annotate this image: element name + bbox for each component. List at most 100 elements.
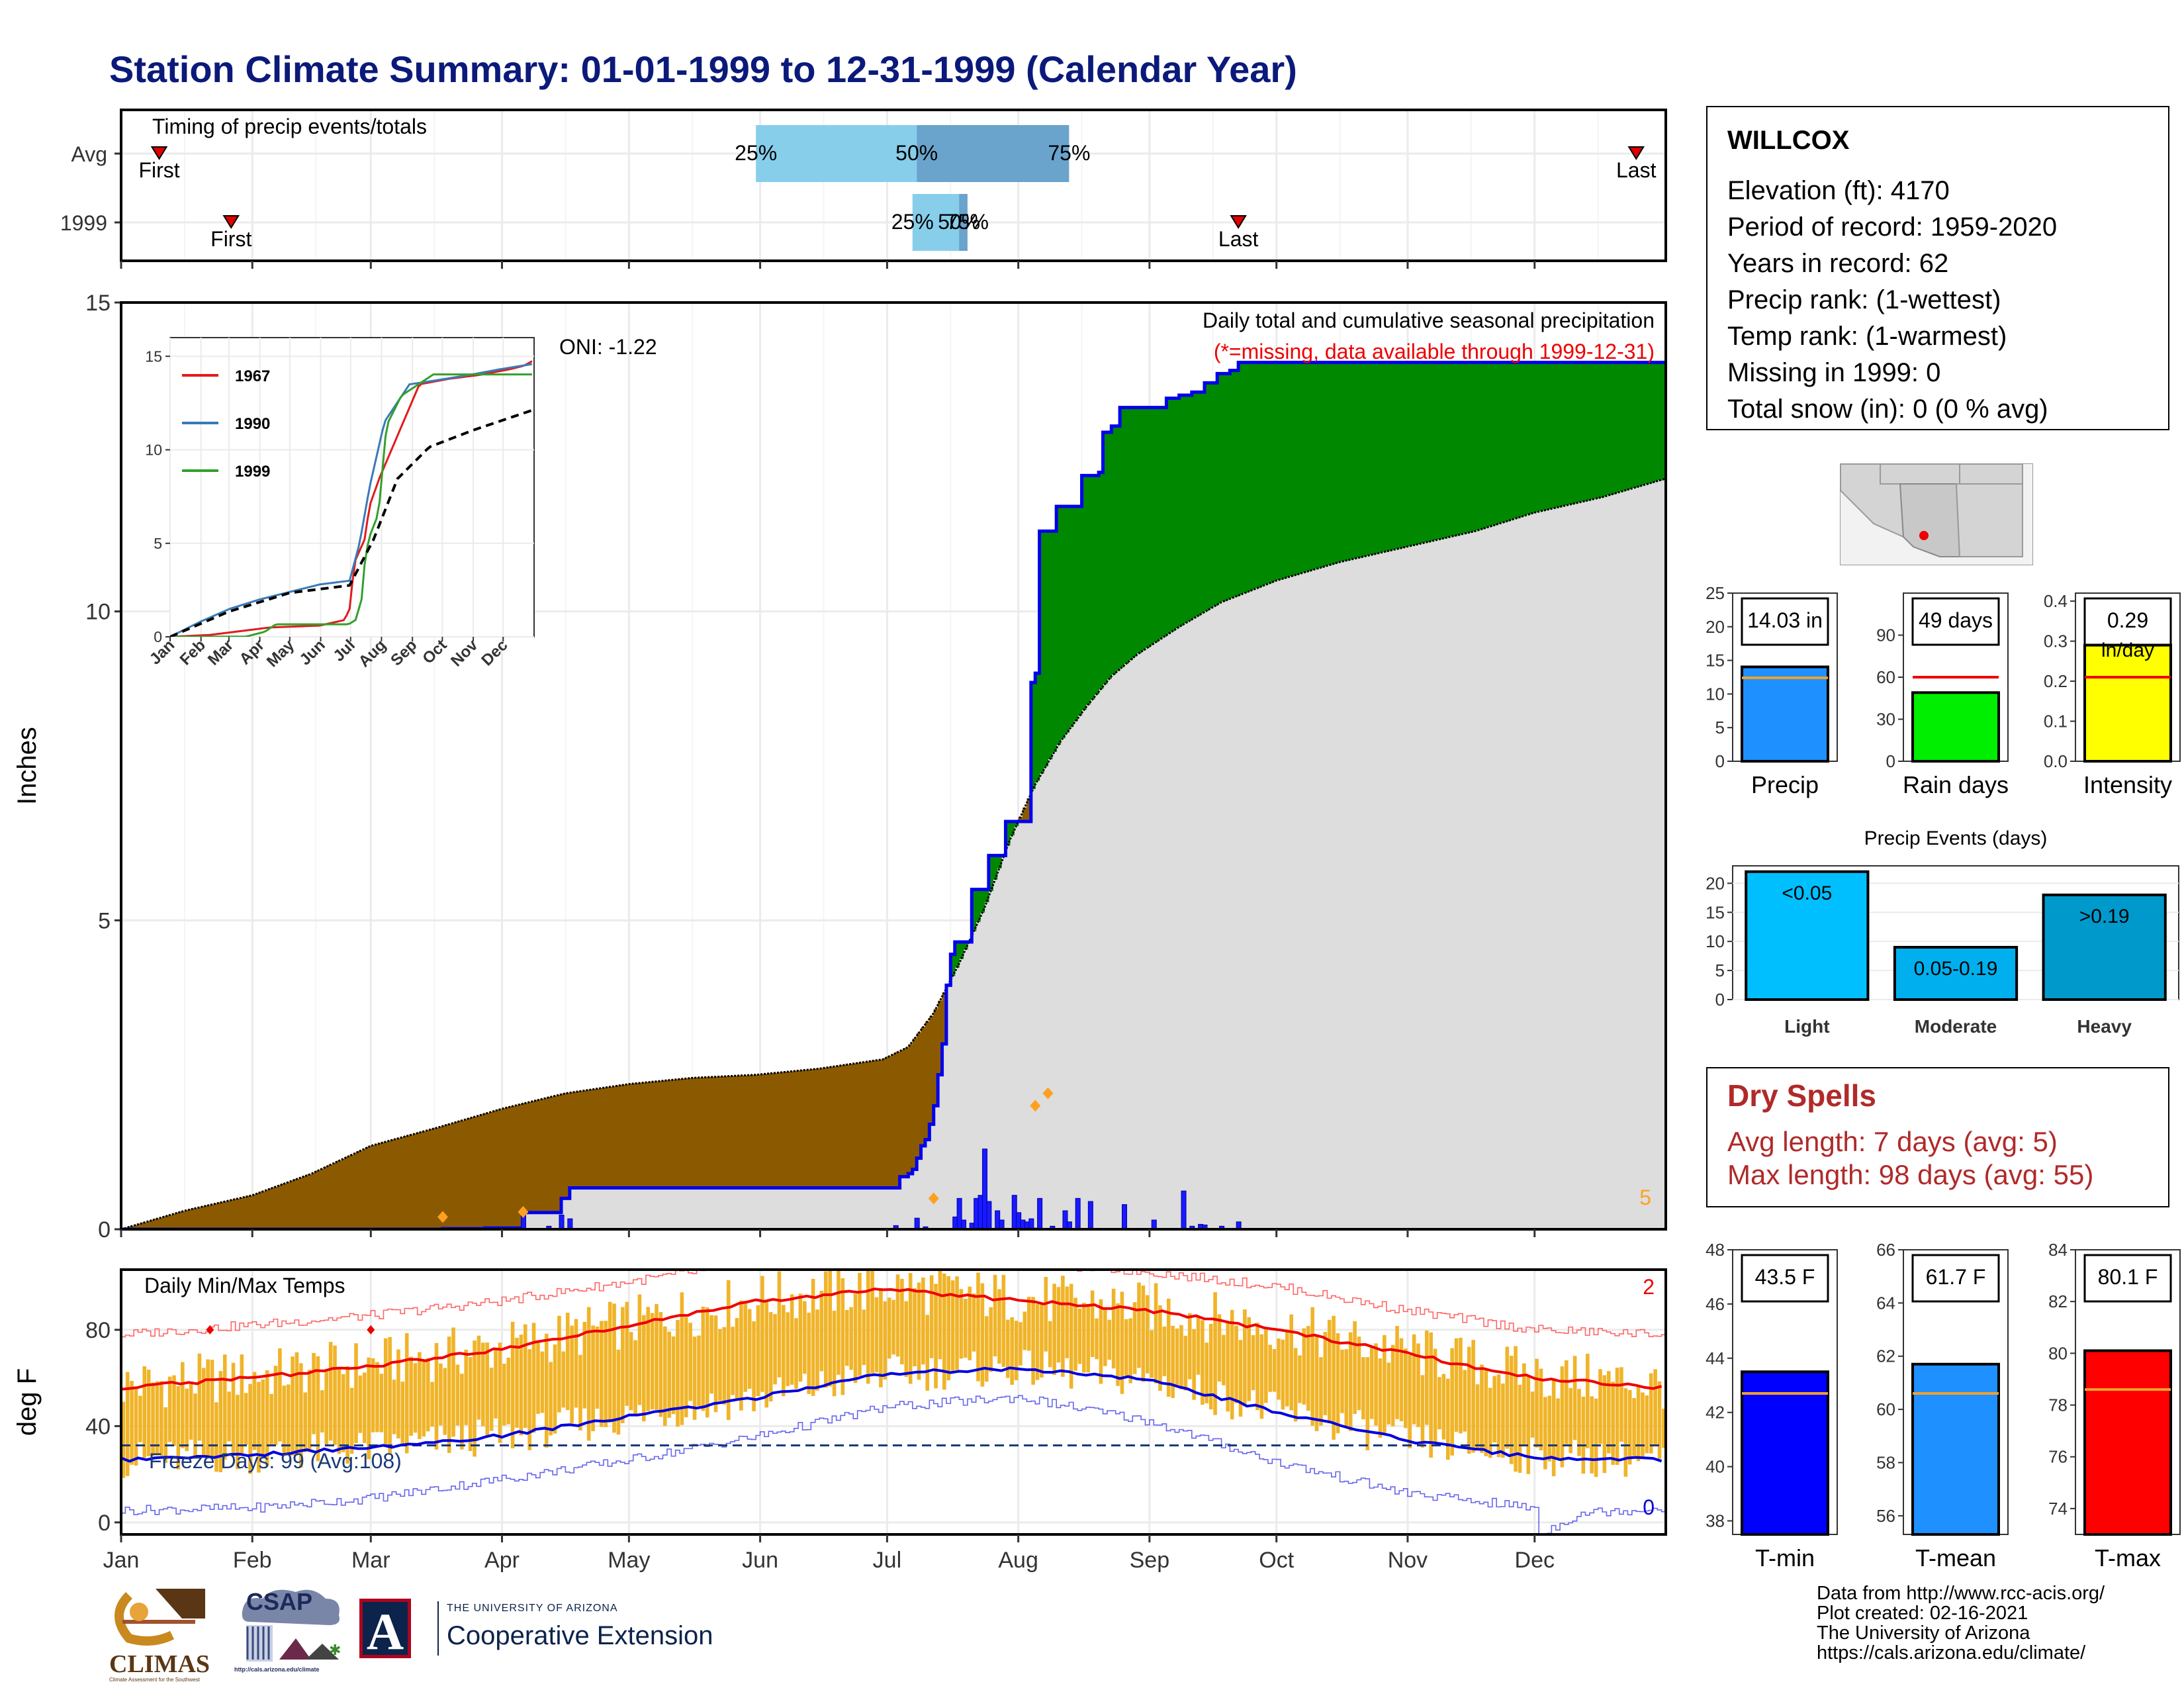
daily-precip-bar [1075,1197,1081,1229]
cumulative-difference-fill [193,1208,198,1229]
cumulative-difference-fill [988,855,993,891]
page-title: Station Climate Summary: 01-01-1999 to 1… [109,48,1297,90]
gauge-t-mean: 56 58 60 62 64 66 61.7 F T-mean [1876,1240,2009,1571]
cumulative-difference-fill [857,1062,862,1188]
daily-temp-range-bar [261,1379,265,1459]
daily-temp-range-bar [1420,1375,1425,1448]
daily-temp-range-bar [989,1307,993,1372]
cumulative-difference-fill [976,889,981,922]
daily-temp-range-bar [646,1307,651,1411]
cumulative-difference-fill [929,1015,934,1125]
cumulative-difference-fill [1463,362,1468,534]
temps-panel-title: Daily Min/Max Temps [144,1274,345,1297]
daily-temp-range-bar [595,1327,600,1409]
daily-temp-range-bar [1602,1375,1607,1474]
daily-temp-range-bar [1069,1284,1073,1389]
cumulative-difference-fill [379,1143,385,1229]
daily-temp-range-bar [764,1299,769,1408]
daily-precip-bar [1028,1218,1034,1229]
daily-temp-range-bar [925,1315,930,1391]
cumulative-difference-fill [1069,506,1074,727]
cumulative-difference-fill [269,1188,274,1229]
gauge-category-label: Precip [1751,771,1819,798]
cumulative-difference-fill [1009,821,1015,835]
cumulative-difference-fill [997,855,1002,868]
cumulative-difference-fill [1576,362,1582,503]
daily-temp-range-bar [662,1326,667,1427]
daily-temp-range-bar [1128,1318,1132,1383]
cumulative-difference-fill [1221,373,1226,602]
month-tick-label: Jul [873,1548,901,1573]
daily-temp-range-bar [1056,1287,1061,1363]
daily-temp-range-bar [1514,1346,1518,1472]
daily-temp-range-bar [1327,1319,1332,1422]
cumulative-difference-fill [637,1083,643,1188]
daily-precip-bar [1037,1197,1043,1229]
inset-y-tick-label: 0 [154,628,162,645]
station-precip-rank: Precip rank: (1-wettest) [1727,285,2001,314]
cumulative-difference-fill [616,1086,621,1188]
daily-temp-range-bar [1217,1314,1222,1382]
daily-precip-bar [1189,1225,1195,1229]
daily-precip-bar [1236,1221,1242,1229]
events-category-label: Moderate [1915,1016,1997,1037]
inset-average-line [170,408,533,637]
cumulative-difference-fill [1251,362,1256,590]
cumulative-difference-fill [1154,407,1159,643]
cumulative-difference-fill [1530,362,1535,514]
gauge-y-tick-label: 44 [1706,1348,1725,1368]
daily-temp-range-bar [418,1352,422,1440]
gauge-category-label: Rain days [1903,771,2009,798]
cumulative-difference-fill [1327,362,1332,565]
timing-marker-label: Last [1616,158,1657,182]
cumulative-difference-fill [1581,362,1586,502]
daily-temp-range-bar [349,1387,354,1454]
inset-legend-label: 1967 [235,367,270,385]
month-tick-label: Dec [1515,1548,1555,1573]
cumulative-difference-fill [726,1076,731,1188]
daily-temp-range-bar [185,1388,189,1452]
cumulative-difference-fill [1030,682,1036,789]
daily-temp-range-bar [1234,1325,1238,1403]
cumulative-difference-fill [1437,362,1442,539]
cumulative-difference-fill [451,1123,456,1229]
daily-temp-range-bar [557,1315,561,1413]
daily-temp-range-bar [388,1336,392,1455]
daily-temp-range-bar [236,1395,240,1470]
precip-plot-area [121,361,1666,1229]
daily-temp-range-bar [231,1362,236,1453]
cumulative-difference-fill [815,1068,820,1188]
cumulative-difference-fill [510,1106,516,1229]
daily-temp-range-bar [193,1393,197,1459]
gauge-y-tick-label: 64 [1876,1293,1895,1313]
gauge-value-box [2083,1254,2172,1303]
daily-temp-range-bar [895,1274,900,1357]
cumulative-difference-fill [1420,362,1426,543]
cumulative-difference-fill [1645,362,1650,485]
daily-temp-range-bar [743,1302,748,1392]
cumulative-difference-fill [1056,506,1062,745]
gauge-y-tick-label: 60 [1876,1399,1895,1419]
gauge-y-tick-label: 5 [1715,718,1725,737]
cumulative-difference-fill [848,1064,854,1188]
daily-temp-range-bar [1441,1374,1446,1440]
cumulative-difference-fill [671,1080,676,1188]
daily-temp-range-bar [481,1342,485,1427]
station-snow: Total snow (in): 0 (0 % avg) [1727,395,2048,424]
cumulative-difference-fill [1081,475,1087,710]
footer-url: https://cals.arizona.edu/climate/ [1817,1642,2086,1664]
cumulative-difference-fill [1640,362,1645,486]
daily-temp-range-bar [510,1321,515,1448]
daily-temp-range-bar [201,1368,206,1457]
events-y-tick-label: 0 [1715,990,1725,1009]
record-temp-marker [206,1325,214,1335]
cumulative-difference-fill [823,1067,829,1188]
daily-temp-range-bar [269,1393,273,1446]
daily-temp-range-bar [604,1321,608,1428]
daily-precip-bar [1122,1204,1128,1229]
events-bar-label: >0.19 [2079,906,2130,927]
daily-temp-range-bar [917,1282,921,1380]
daily-temp-range-bar [671,1336,676,1415]
daily-temp-range-bar [964,1298,968,1358]
cumulative-difference-fill [337,1160,342,1229]
